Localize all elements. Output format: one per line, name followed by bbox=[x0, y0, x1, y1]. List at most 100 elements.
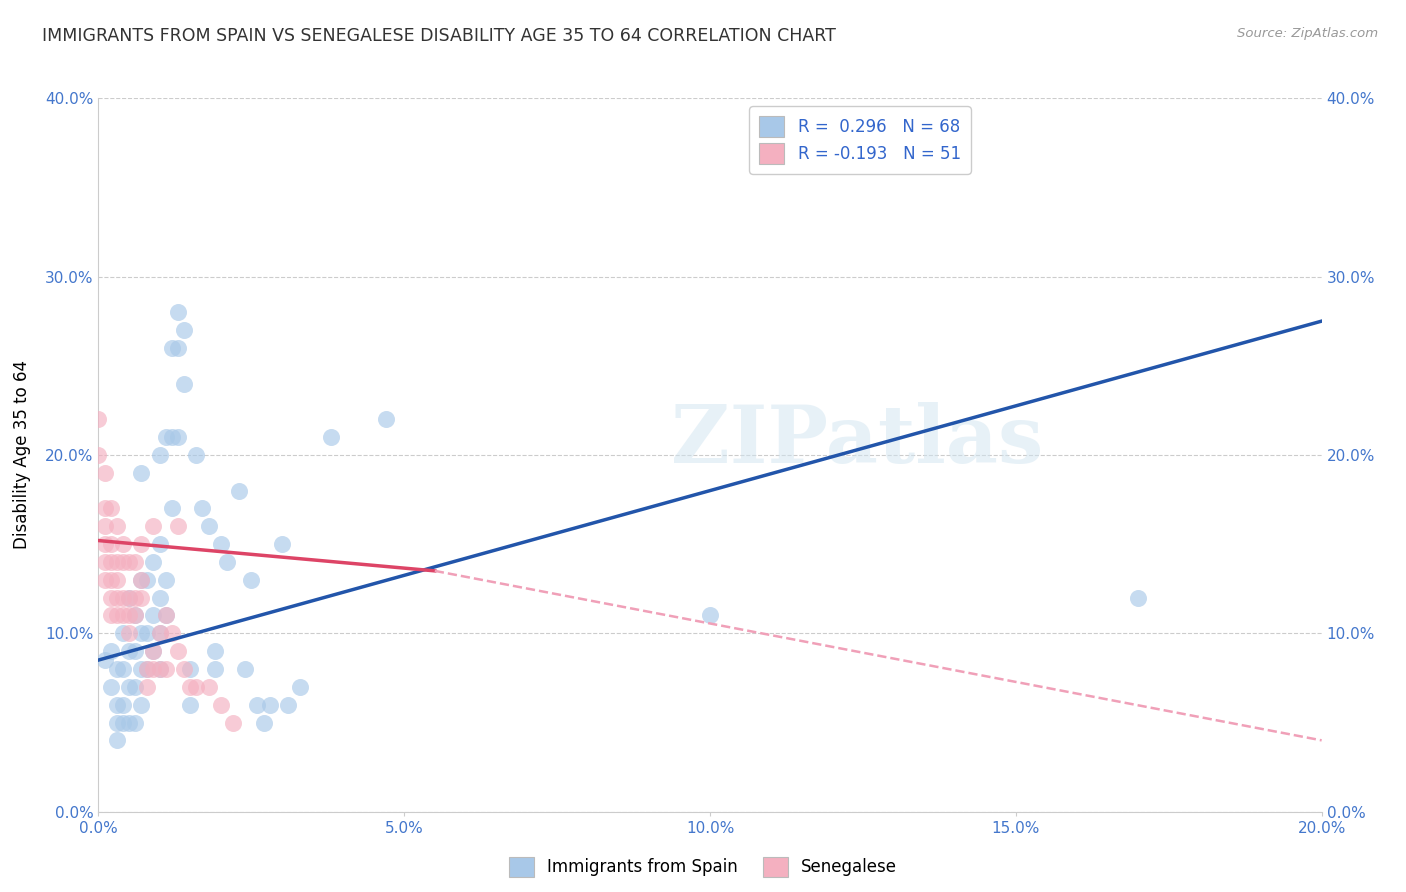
Point bbox=[124, 591, 146, 605]
Point bbox=[149, 591, 172, 605]
Text: ZIPatlas: ZIPatlas bbox=[671, 401, 1043, 480]
Point bbox=[179, 698, 201, 712]
Point bbox=[142, 555, 165, 569]
Point bbox=[118, 555, 141, 569]
Legend: Immigrants from Spain, Senegalese: Immigrants from Spain, Senegalese bbox=[502, 850, 904, 884]
Point bbox=[93, 501, 115, 516]
Point bbox=[374, 412, 396, 426]
Point bbox=[197, 680, 219, 694]
Point bbox=[179, 680, 201, 694]
Point bbox=[179, 662, 201, 676]
Point bbox=[233, 662, 256, 676]
Point bbox=[118, 644, 141, 658]
Point bbox=[118, 715, 141, 730]
Point bbox=[222, 715, 245, 730]
Point bbox=[105, 698, 128, 712]
Text: Source: ZipAtlas.com: Source: ZipAtlas.com bbox=[1237, 27, 1378, 40]
Point bbox=[100, 537, 122, 551]
Point bbox=[124, 608, 146, 623]
Point bbox=[136, 626, 159, 640]
Point bbox=[124, 555, 146, 569]
Point bbox=[111, 608, 134, 623]
Point bbox=[160, 501, 183, 516]
Point bbox=[155, 608, 177, 623]
Point bbox=[100, 608, 122, 623]
Point bbox=[129, 573, 152, 587]
Point bbox=[191, 501, 214, 516]
Point bbox=[142, 644, 165, 658]
Point bbox=[111, 555, 134, 569]
Point bbox=[124, 608, 146, 623]
Point bbox=[155, 573, 177, 587]
Point bbox=[160, 626, 183, 640]
Point bbox=[129, 573, 152, 587]
Point bbox=[93, 555, 115, 569]
Point bbox=[215, 555, 238, 569]
Point bbox=[240, 573, 263, 587]
Point bbox=[100, 680, 122, 694]
Point bbox=[93, 537, 115, 551]
Text: IMMIGRANTS FROM SPAIN VS SENEGALESE DISABILITY AGE 35 TO 64 CORRELATION CHART: IMMIGRANTS FROM SPAIN VS SENEGALESE DISA… bbox=[42, 27, 837, 45]
Legend: R =  0.296   N = 68, R = -0.193   N = 51: R = 0.296 N = 68, R = -0.193 N = 51 bbox=[749, 106, 970, 174]
Point bbox=[173, 662, 195, 676]
Point bbox=[124, 644, 146, 658]
Point bbox=[124, 715, 146, 730]
Point bbox=[167, 430, 190, 444]
Point bbox=[124, 680, 146, 694]
Point bbox=[259, 698, 281, 712]
Point bbox=[173, 323, 195, 337]
Point bbox=[167, 341, 190, 355]
Point bbox=[111, 591, 134, 605]
Point bbox=[167, 519, 190, 533]
Point bbox=[111, 698, 134, 712]
Point bbox=[149, 662, 172, 676]
Point bbox=[93, 466, 115, 480]
Point bbox=[136, 662, 159, 676]
Point bbox=[100, 573, 122, 587]
Point bbox=[319, 430, 342, 444]
Point bbox=[105, 608, 128, 623]
Point bbox=[111, 537, 134, 551]
Point bbox=[270, 537, 292, 551]
Point bbox=[100, 501, 122, 516]
Point bbox=[149, 626, 172, 640]
Point bbox=[167, 644, 190, 658]
Point bbox=[197, 519, 219, 533]
Point bbox=[136, 573, 159, 587]
Point bbox=[149, 626, 172, 640]
Point bbox=[142, 662, 165, 676]
Point bbox=[105, 733, 128, 747]
Point bbox=[129, 662, 152, 676]
Point bbox=[118, 591, 141, 605]
Point bbox=[105, 715, 128, 730]
Point bbox=[100, 591, 122, 605]
Point bbox=[105, 591, 128, 605]
Point bbox=[160, 430, 183, 444]
Point bbox=[209, 537, 232, 551]
Point bbox=[204, 662, 226, 676]
Point bbox=[105, 662, 128, 676]
Point bbox=[136, 662, 159, 676]
Point bbox=[87, 412, 110, 426]
Point bbox=[118, 608, 141, 623]
Point bbox=[118, 680, 141, 694]
Point bbox=[149, 537, 172, 551]
Point bbox=[105, 573, 128, 587]
Point bbox=[277, 698, 299, 712]
Point bbox=[93, 653, 115, 667]
Point bbox=[87, 448, 110, 462]
Point bbox=[1128, 591, 1150, 605]
Point bbox=[93, 519, 115, 533]
Point bbox=[118, 591, 141, 605]
Point bbox=[111, 715, 134, 730]
Point bbox=[105, 519, 128, 533]
Point bbox=[118, 626, 141, 640]
Point bbox=[173, 376, 195, 391]
Point bbox=[142, 519, 165, 533]
Point bbox=[155, 430, 177, 444]
Point bbox=[93, 573, 115, 587]
Point bbox=[204, 644, 226, 658]
Point bbox=[228, 483, 250, 498]
Point bbox=[100, 644, 122, 658]
Point bbox=[111, 626, 134, 640]
